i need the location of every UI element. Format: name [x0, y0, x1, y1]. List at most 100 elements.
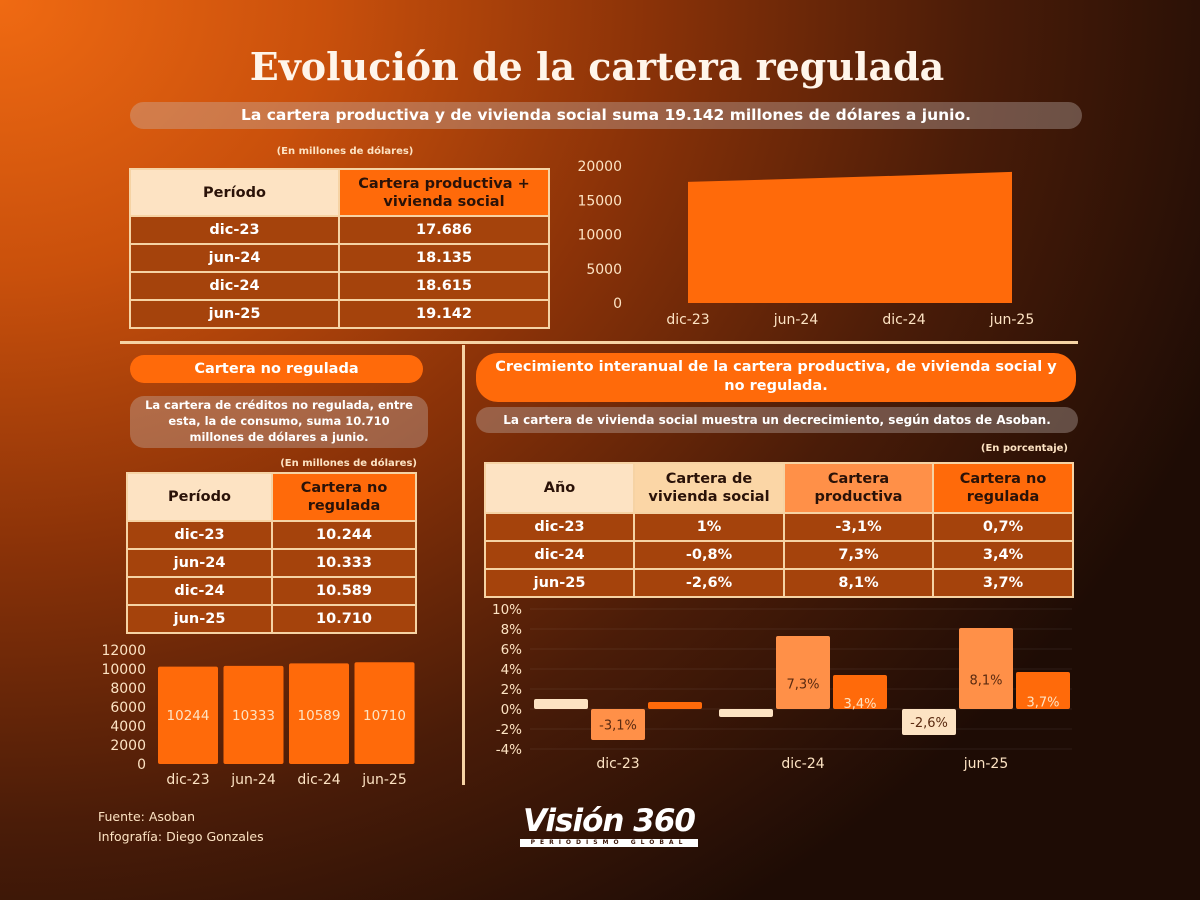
bar-label: 3,7%: [1026, 696, 1059, 711]
y-tick-label: 10%: [492, 602, 522, 618]
table3-note: (En porcentaje): [980, 443, 1068, 454]
table-row: dic-24 10.589: [126, 576, 417, 606]
cell: 10.710: [271, 604, 417, 634]
x-tick-label: dic-24: [297, 772, 340, 788]
y-tick-label: 20000: [577, 159, 622, 175]
table-row: jun-24 10.333: [126, 548, 417, 578]
table-crecimiento: Año Cartera de vivienda social Cartera pro…: [484, 462, 1074, 598]
header-cartera-no-regulada: Cartera no regulada: [271, 472, 417, 522]
y-tick-label: 6000: [110, 700, 146, 716]
area-series: [688, 171, 1012, 303]
cell: 7,3%: [783, 540, 934, 570]
cell: 3,4%: [932, 540, 1074, 570]
cell: dic-23: [484, 512, 635, 542]
bar: [289, 663, 349, 764]
bar-1: [776, 636, 830, 709]
cell: 0,7%: [932, 512, 1074, 542]
y-tick-label: 0: [137, 757, 146, 773]
table-row: dic-23 10.244: [126, 520, 417, 550]
y-tick-label: 6%: [501, 642, 523, 658]
y-tick-label: 4000: [110, 719, 146, 735]
x-tick-label: dic-24: [882, 312, 925, 328]
bar-label: -3,1%: [599, 719, 637, 734]
table-row: dic-23 1% -3,1% 0,7%: [484, 512, 1074, 542]
bar-label: 10589: [298, 708, 341, 724]
y-tick-label: -4%: [496, 742, 522, 758]
cell: jun-25: [484, 568, 635, 598]
cell: 19.142: [338, 299, 550, 329]
growth-text: La cartera de vivienda social muestra un…: [476, 407, 1078, 433]
y-tick-label: 4%: [501, 662, 523, 678]
bar-label: 3,4%: [843, 697, 876, 712]
logo-text: Visión 360: [522, 803, 696, 839]
header-productiva: Cartera productiva: [783, 462, 934, 514]
y-tick-label: 10000: [577, 228, 622, 244]
logo: Visión 360 PERIODISMO GLOBAL: [520, 803, 698, 847]
cell: -3,1%: [783, 512, 934, 542]
cell: -0,8%: [633, 540, 785, 570]
y-tick-label: 2%: [501, 682, 523, 698]
y-tick-label: -2%: [496, 722, 522, 738]
bar-1: [591, 709, 645, 740]
bar-2: [1016, 672, 1070, 709]
table-row: jun-24 18.135: [129, 243, 550, 273]
table-cartera-regulada: Período Cartera productiva + vivienda soc…: [129, 168, 550, 329]
cell: dic-23: [126, 520, 273, 550]
cell: 10.589: [271, 576, 417, 606]
header-vivienda: Cartera de vivienda social: [633, 462, 785, 514]
bar-0: [534, 699, 588, 709]
table-row: dic-24 18.615: [129, 271, 550, 301]
cell: 18.135: [338, 243, 550, 273]
cell: dic-24: [484, 540, 635, 570]
bar: [223, 665, 284, 764]
bar-label: 8,1%: [969, 674, 1002, 689]
source-text: Fuente: Asoban: [98, 809, 196, 824]
cell: jun-24: [126, 548, 273, 578]
table2-note: (En millones de dólares): [280, 458, 417, 469]
y-tick-label: 0%: [501, 702, 523, 718]
bar-2: [833, 675, 887, 709]
table-row: jun-25 10.710: [126, 604, 417, 634]
cell: 1%: [633, 512, 785, 542]
bar: [158, 666, 218, 764]
table-row: dic-23 17.686: [129, 215, 550, 245]
bar-label: 10710: [363, 708, 406, 724]
x-tick-label: jun-25: [989, 312, 1035, 328]
cell: jun-25: [129, 299, 340, 329]
header-periodo: Período: [126, 472, 273, 522]
cell: 10.244: [271, 520, 417, 550]
x-tick-label: jun-25: [361, 772, 407, 788]
y-tick-label: 10000: [101, 662, 146, 678]
x-tick-label: jun-24: [773, 312, 819, 328]
x-tick-label: dic-23: [596, 756, 639, 772]
bar-label: 10244: [167, 708, 210, 724]
table1-note: (En millones de dólares): [276, 146, 414, 157]
growth-pill: Crecimiento interanual de la cartera pro…: [476, 353, 1076, 402]
cell: 3,7%: [932, 568, 1074, 598]
y-tick-label: 8000: [110, 681, 146, 697]
header-anio: Año: [484, 462, 635, 514]
cell: dic-24: [129, 271, 340, 301]
x-tick-label: dic-23: [666, 312, 709, 328]
credit-text: Infografía: Diego Gonzales: [98, 829, 264, 844]
y-tick-label: 8%: [501, 622, 523, 638]
y-tick-label: 2000: [110, 738, 146, 754]
logo-tagline: PERIODISMO GLOBAL: [520, 839, 698, 847]
bar-1: [959, 628, 1013, 709]
table-no-regulada: Período Cartera no regulada dic-23 10.244 …: [126, 472, 417, 634]
x-tick-label: dic-23: [166, 772, 209, 788]
bar-2: [648, 702, 702, 709]
x-tick-label: jun-24: [230, 772, 276, 788]
cell: dic-23: [129, 215, 340, 245]
cell: dic-24: [126, 576, 273, 606]
page-title: Evolución de la cartera regulada: [249, 44, 945, 89]
y-tick-label: 0: [613, 296, 622, 312]
divider-horizontal: [120, 341, 1078, 344]
y-tick-label: 15000: [577, 193, 622, 209]
y-tick-label: 12000: [101, 643, 146, 659]
bar-0: [902, 709, 956, 735]
cell: jun-24: [129, 243, 340, 273]
cell: 10.333: [271, 548, 417, 578]
cell: 8,1%: [783, 568, 934, 598]
